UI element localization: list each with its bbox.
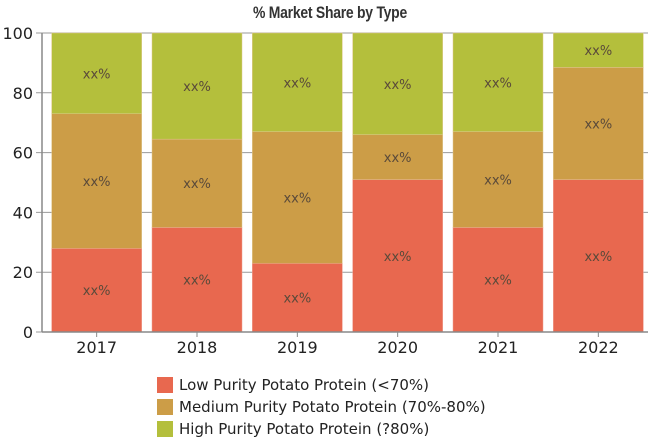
x-tick-label: 2017 xyxy=(76,338,117,357)
data-label: xx% xyxy=(183,274,211,289)
bar-segment xyxy=(151,227,243,333)
data-label: xx% xyxy=(384,151,412,166)
data-label: xx% xyxy=(484,174,512,189)
bar-segment xyxy=(151,138,243,228)
bar-segment xyxy=(452,32,544,132)
data-label: xx% xyxy=(584,117,612,132)
data-label: xx% xyxy=(83,67,111,82)
data-label: xx% xyxy=(384,250,412,265)
bar-segment xyxy=(51,113,142,249)
legend-swatch-icon xyxy=(157,421,173,437)
data-label: xx% xyxy=(484,76,512,91)
data-label: xx% xyxy=(283,76,311,91)
data-label: xx% xyxy=(584,250,612,265)
data-label: xx% xyxy=(83,175,111,190)
bar-segment xyxy=(553,67,644,180)
chart-title: % Market Share by Type xyxy=(253,3,407,22)
data-label: xx% xyxy=(384,78,412,93)
y-tick-label: 100 xyxy=(2,24,33,43)
legend-label: High Purity Potato Protein (?80%) xyxy=(179,420,430,438)
bar-segment xyxy=(252,32,343,132)
legend-item[interactable]: Low Purity Potato Protein (<70%) xyxy=(157,374,486,396)
data-label: xx% xyxy=(484,274,512,289)
y-tick-label: 20 xyxy=(13,263,33,282)
bar-segment xyxy=(352,32,443,135)
bar-segment xyxy=(151,32,243,140)
legend-label: Low Purity Potato Protein (<70%) xyxy=(179,376,430,394)
bar-segment xyxy=(51,248,142,333)
y-tick-label: 80 xyxy=(13,84,33,103)
x-tick-label: 2022 xyxy=(578,338,619,357)
bar-segment xyxy=(352,134,443,180)
y-tick-label: 0 xyxy=(23,323,33,342)
chart-legend: Low Purity Potato Protein (<70%) Medium P… xyxy=(157,374,486,440)
bar-segment xyxy=(252,262,343,333)
bar-segment xyxy=(553,32,644,68)
legend-swatch-icon xyxy=(157,377,173,393)
x-tick-label: 2019 xyxy=(277,338,318,357)
data-label: xx% xyxy=(283,191,311,206)
data-label: xx% xyxy=(584,44,612,59)
data-label: xx% xyxy=(183,177,211,192)
legend-label: Medium Purity Potato Protein (70%-80%) xyxy=(179,398,486,416)
bar-segment xyxy=(452,227,544,333)
data-label: xx% xyxy=(183,80,211,95)
bar-segment xyxy=(252,131,343,264)
legend-item[interactable]: High Purity Potato Protein (?80%) xyxy=(157,418,486,440)
x-tick-label: 2020 xyxy=(377,338,418,357)
x-tick-label: 2021 xyxy=(478,338,519,357)
y-tick-label: 60 xyxy=(13,144,33,163)
y-tick-label: 40 xyxy=(13,203,33,222)
legend-swatch-icon xyxy=(157,399,173,415)
bar-segment xyxy=(553,179,644,333)
legend-item[interactable]: Medium Purity Potato Protein (70%-80%) xyxy=(157,396,486,418)
bar-segment xyxy=(51,32,142,114)
x-tick-label: 2018 xyxy=(177,338,218,357)
bar-segment xyxy=(452,131,544,228)
data-label: xx% xyxy=(83,284,111,299)
data-label: xx% xyxy=(283,292,311,307)
